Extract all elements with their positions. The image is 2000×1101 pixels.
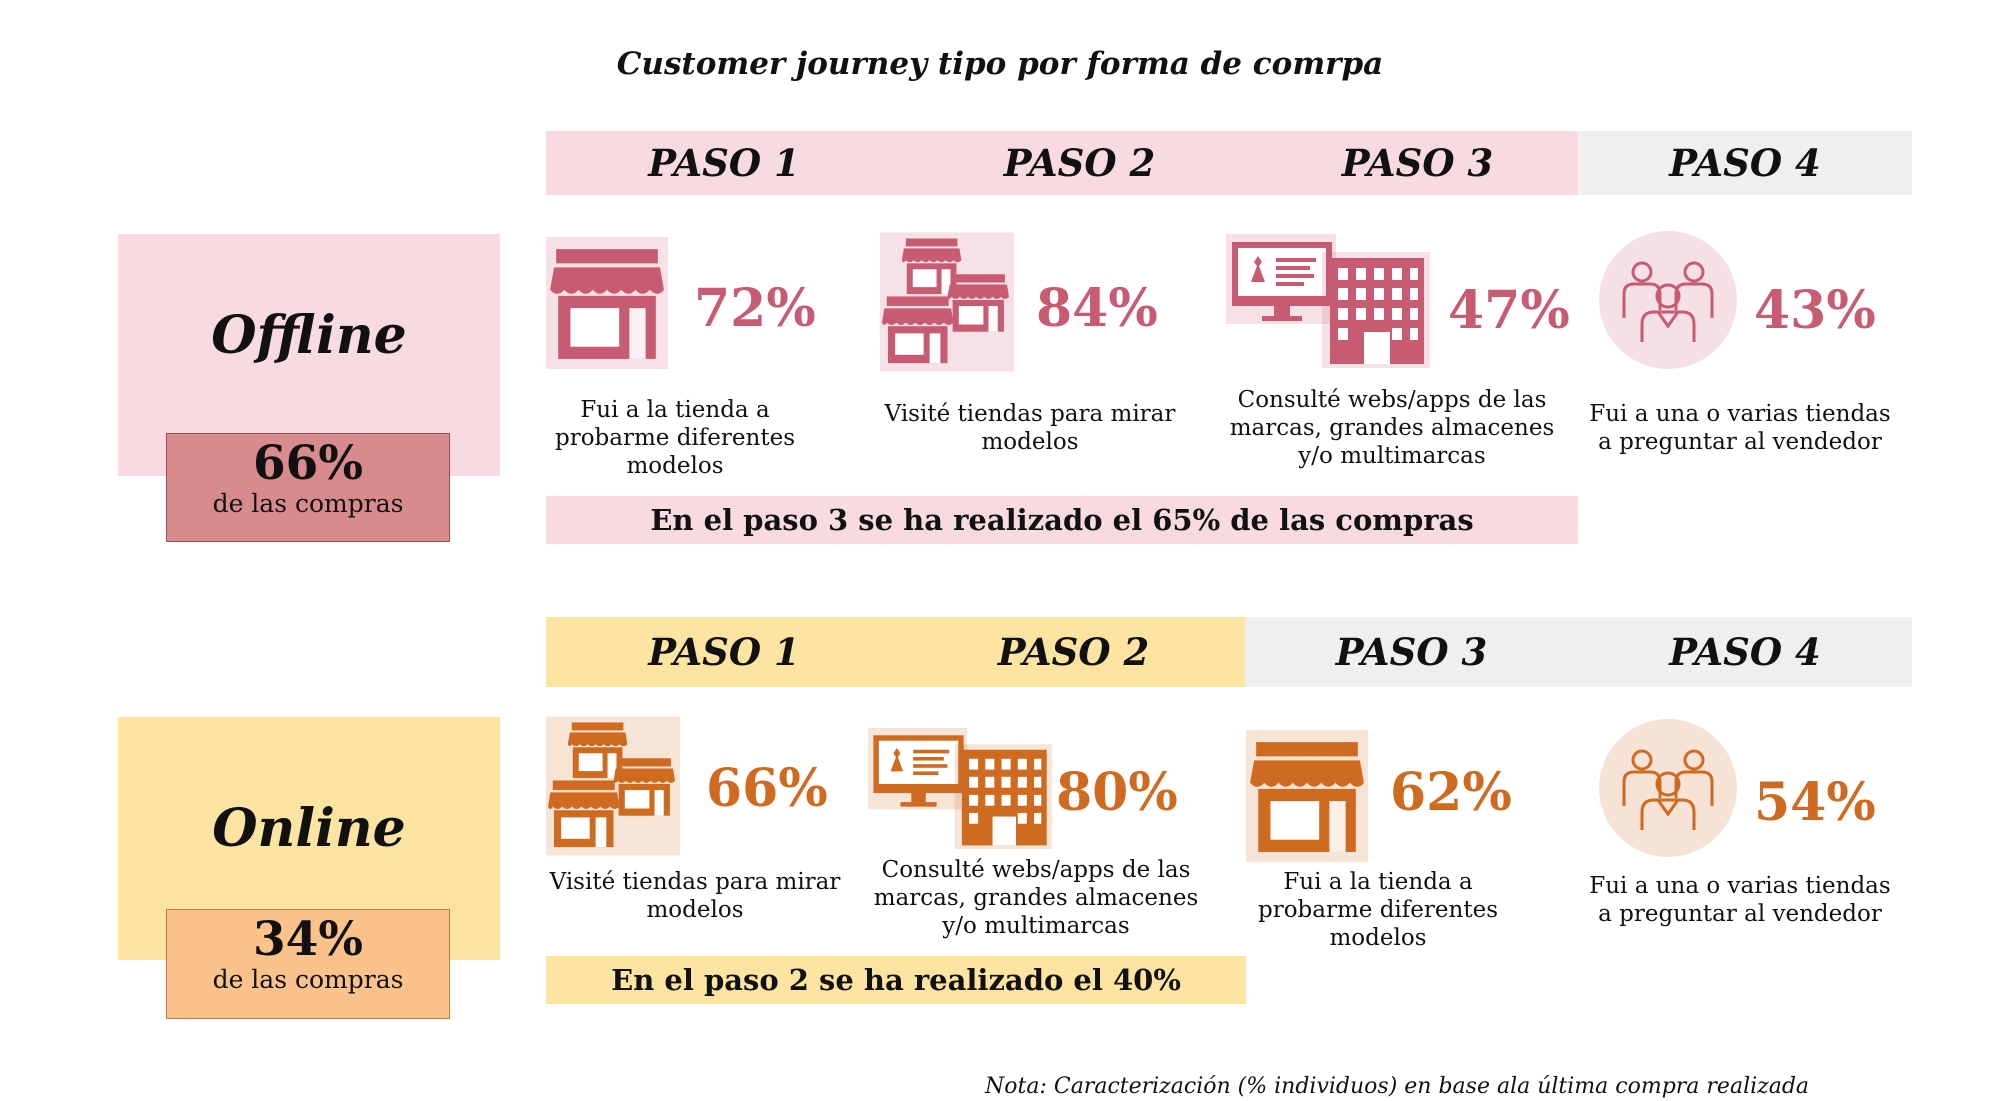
offline-step-4-desc: Fui a una o varias tiendas a preguntar a… xyxy=(1589,401,1891,455)
online-step-2-header: PASO 2 xyxy=(902,617,1245,687)
online-step-4-desc: Fui a una o varias tiendas a preguntar a… xyxy=(1589,873,1891,927)
offline-step-1-header: PASO 1 xyxy=(546,131,902,195)
online-step-1-desc: Visité tiendas para mirar modelos xyxy=(549,869,841,923)
offline-step-2-desc: Visité tiendas para mirar modelos xyxy=(884,401,1176,455)
offline-step-3-desc: Consulté webs/apps de las marcas, grande… xyxy=(1229,387,1555,469)
people-group-icon xyxy=(1598,230,1738,370)
online-step-4-header: PASO 4 xyxy=(1578,617,1912,687)
offline-step-4-pct: 43% xyxy=(1754,280,1876,341)
online-step-1-pct: 66% xyxy=(706,758,828,819)
offline-share-text: de las compras xyxy=(212,489,404,518)
offline-step-3-header: PASO 3 xyxy=(1257,131,1578,195)
offline-step-1-pct: 72% xyxy=(694,278,816,339)
footnote: Nota: Caracterización (% individuos) en … xyxy=(985,1074,1810,1099)
online-share-pct: 34% xyxy=(252,912,364,967)
people-group-icon xyxy=(1598,718,1738,858)
offline-step-1-desc: Fui a la tienda a probarme diferentes mo… xyxy=(554,397,795,479)
offline-share-pct: 66% xyxy=(252,436,364,491)
online-step-3-header: PASO 3 xyxy=(1245,617,1578,687)
offline-share-box: 66% de las compras xyxy=(166,433,450,542)
multiple-stores-icon xyxy=(546,716,680,856)
offline-step-2-header: PASO 2 xyxy=(902,131,1257,195)
online-step-4-pct: 54% xyxy=(1754,772,1876,833)
web-and-building-icon xyxy=(868,728,1053,850)
online-step-3-desc: Fui a la tienda a probarme diferentes mo… xyxy=(1257,869,1498,951)
online-summary: En el paso 2 se ha realizado el 40% xyxy=(546,956,1246,1004)
web-and-building-icon xyxy=(1226,234,1431,369)
multiple-stores-icon xyxy=(880,232,1014,372)
online-share-box: 34% de las compras xyxy=(166,909,450,1019)
online-step-2-pct: 80% xyxy=(1056,762,1178,823)
offline-step-3-pct: 47% xyxy=(1448,280,1570,341)
offline-step-4-header: PASO 4 xyxy=(1578,131,1912,195)
store-icon xyxy=(546,235,668,371)
online-share-text: de las compras xyxy=(212,965,404,994)
online-step-2-desc: Consulté webs/apps de las marcas, grande… xyxy=(873,857,1199,939)
offline-step-2-pct: 84% xyxy=(1036,278,1158,339)
store-icon xyxy=(1246,728,1368,864)
offline-summary: En el paso 3 se ha realizado el 65% de l… xyxy=(546,496,1578,544)
page-title: Customer journey tipo por forma de comrp… xyxy=(616,46,1384,82)
online-step-1-header: PASO 1 xyxy=(546,617,902,687)
online-step-3-pct: 62% xyxy=(1390,762,1512,823)
